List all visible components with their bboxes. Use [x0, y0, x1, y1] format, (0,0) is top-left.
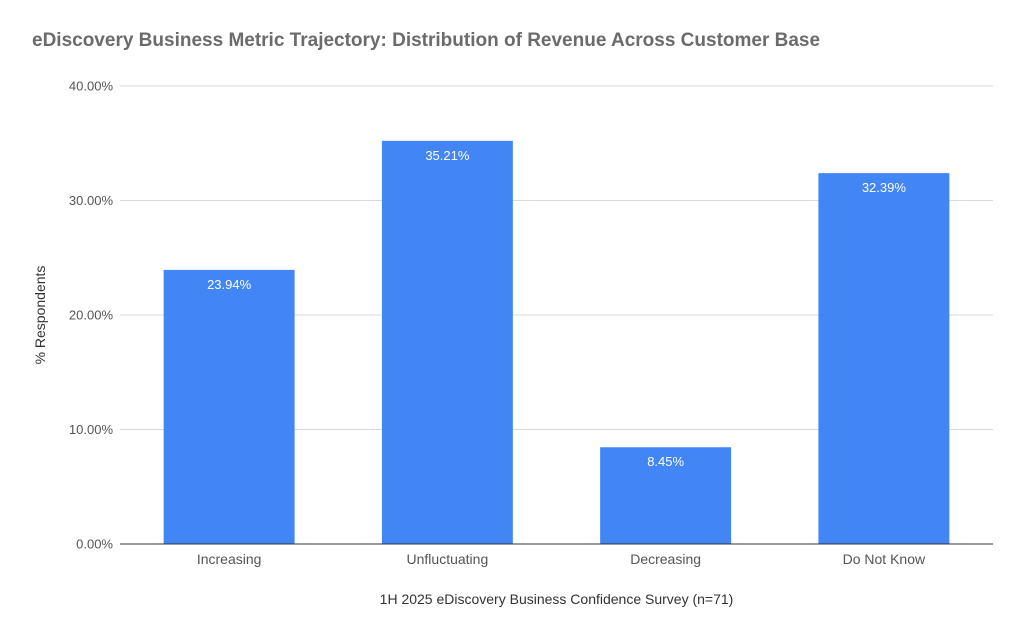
y-tick-label: 40.00% [69, 79, 114, 94]
chart-title: eDiscovery Business Metric Trajectory: D… [32, 30, 821, 51]
y-axis-title: % Respondents [32, 266, 48, 365]
x-tick-label: Unfluctuating [407, 551, 489, 567]
bar-increasing [163, 269, 295, 544]
y-tick-label: 30.00% [69, 193, 114, 208]
y-axis-ticks: 0.00% 10.00% 20.00% 30.00% 40.00% [69, 79, 114, 552]
data-labels: 23.94% 35.21% 8.45% 32.39% [207, 148, 906, 469]
bar-decreasing [600, 447, 732, 544]
data-label: 35.21% [425, 148, 470, 163]
x-tick-label: Do Not Know [843, 551, 926, 567]
data-label: 32.39% [862, 180, 907, 195]
bars [163, 140, 950, 544]
y-tick-label: 10.00% [69, 422, 114, 437]
y-tick-label: 0.00% [76, 537, 113, 552]
y-tick-label: 20.00% [69, 308, 114, 323]
x-axis-title: 1H 2025 eDiscovery Business Confidence S… [380, 591, 734, 607]
bar-do-not-know [818, 173, 950, 544]
data-label: 23.94% [207, 277, 252, 292]
bar-unfluctuating [381, 140, 513, 544]
x-tick-label: Increasing [197, 551, 262, 567]
x-axis-ticks: Increasing Unfluctuating Decreasing Do Not … [197, 551, 926, 567]
x-tick-label: Decreasing [630, 551, 701, 567]
data-label: 8.45% [647, 454, 684, 469]
